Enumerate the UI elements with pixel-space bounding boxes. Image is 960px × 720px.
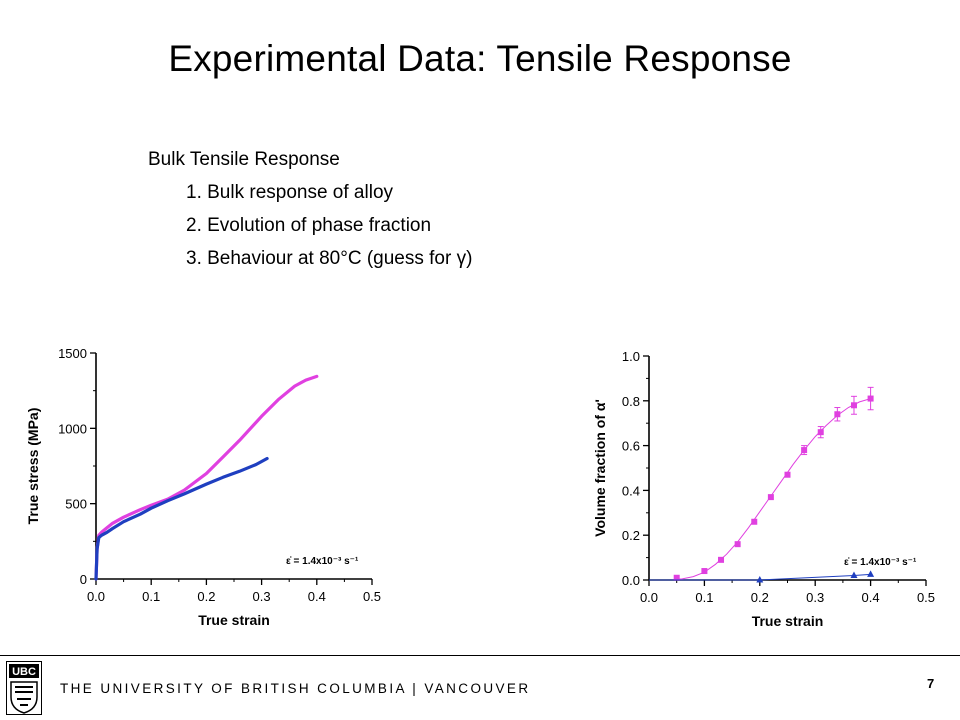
bullet-list: Bulk Tensile Response 1. Bulk response o… [148, 143, 472, 275]
x-tick-label: 0.1 [142, 589, 160, 604]
data-point-square [801, 447, 808, 454]
volume-fraction-chart: 0.0 0.1 0.2 0.3 0.4 0.5 0.0 0.2 0.4 0.6 0.8 1.0 True… [592, 349, 935, 629]
data-point-triangle [850, 571, 858, 579]
x-tick-label: 0.1 [695, 590, 713, 605]
bullet-item: 3. Behaviour at 80°C (guess for γ) [186, 248, 473, 269]
footer-divider [0, 655, 960, 656]
y-tick-label: 1000 [58, 421, 87, 436]
x-tick-label: 0.4 [862, 590, 880, 605]
x-tick-label: 0.2 [751, 590, 769, 605]
data-point-square [718, 556, 725, 563]
y-tick-label: 0 [80, 572, 87, 587]
strain-rate-annotation: ε̇ = 1.4x10⁻³ s⁻¹ [844, 557, 917, 568]
series-line [649, 573, 871, 581]
data-point-square [701, 568, 708, 575]
data-point-triangle [756, 576, 764, 583]
data-point-square [673, 574, 680, 581]
stress-strain-chart: 0.0 0.1 0.2 0.3 0.4 0.5 0 500 1000 1500 True strai… [25, 346, 381, 628]
data-point-square [767, 494, 774, 501]
logo-text: UBC [12, 666, 36, 678]
data-point-square [834, 411, 841, 418]
x-tick-label: 0.3 [806, 590, 824, 605]
data-point-square [850, 402, 857, 409]
x-tick-label: 0.4 [308, 589, 326, 604]
bullet-item: 2. Evolution of phase fraction [186, 215, 432, 236]
university-name: THE UNIVERSITY OF BRITISH COLUMBIA | VAN… [60, 681, 531, 696]
stress-curve-series-2 [94, 456, 269, 581]
slide-title: Experimental Data: Tensile Response [168, 38, 792, 79]
x-tick-label: 0.5 [917, 590, 935, 605]
stress-curve-series-1 [94, 374, 319, 581]
strain-rate-annotation: ε̇ = 1.4x10⁻³ s⁻¹ [286, 556, 359, 567]
data-point-square [784, 471, 791, 478]
x-axis-label: True strain [198, 612, 270, 628]
page-number: 7 [927, 676, 935, 691]
y-tick-label: 0.0 [622, 573, 640, 588]
y-tick-label: 0.4 [622, 483, 640, 498]
ubc-crest-logo: UBC [6, 661, 42, 715]
data-point-square [751, 518, 758, 525]
x-tick-label: 0.5 [363, 589, 381, 604]
data-point-square [734, 541, 741, 548]
x-tick-label: 0.2 [197, 589, 215, 604]
bullet-heading: Bulk Tensile Response [148, 149, 340, 170]
data-point-square [867, 395, 874, 402]
y-tick-label: 0.2 [622, 528, 640, 543]
y-tick-label: 1.0 [622, 349, 640, 364]
y-axis-label: True stress (MPa) [25, 408, 41, 525]
y-axis-label: Volume fraction of α' [592, 399, 608, 537]
y-tick-label: 500 [65, 497, 87, 512]
x-tick-label: 0.0 [640, 590, 658, 605]
x-axis-label: True strain [752, 613, 824, 629]
y-tick-label: 0.8 [622, 394, 640, 409]
data-point-triangle [867, 570, 875, 577]
fit-curve [649, 398, 871, 581]
x-tick-label: 0.0 [87, 589, 105, 604]
y-tick-label: 1500 [58, 346, 87, 361]
bullet-item: 1. Bulk response of alloy [186, 182, 394, 203]
data-point-square [817, 429, 824, 436]
x-tick-label: 0.3 [253, 589, 271, 604]
y-tick-label: 0.6 [622, 439, 640, 454]
